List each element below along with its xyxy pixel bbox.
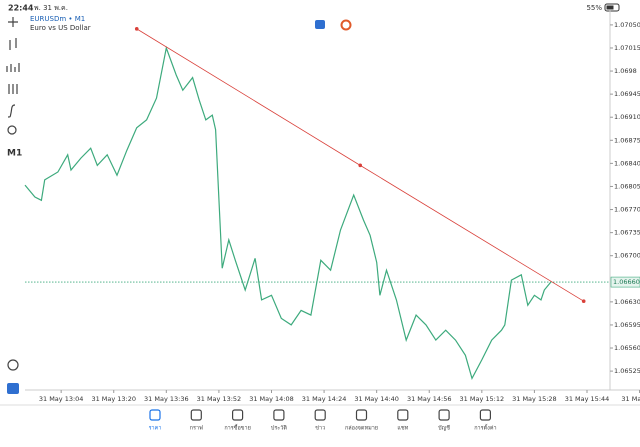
x-tick-label: 31 May 16: — [621, 395, 640, 403]
y-tick-label: 1.06805 — [614, 182, 640, 190]
y-tick-label: 1.06525 — [614, 367, 640, 375]
indicators-icon[interactable] — [6, 63, 20, 72]
chart-icon-2[interactable] — [340, 19, 352, 31]
nav-label[interactable]: บัญชี — [438, 425, 450, 432]
nav-label[interactable]: ราคา — [149, 426, 162, 432]
nav-label[interactable]: แชท — [397, 425, 408, 432]
x-tick-label: 31 May 14:08 — [249, 395, 294, 403]
x-tick-label: 31 May 15:12 — [460, 395, 505, 403]
x-tick-label: 31 May 13:20 — [91, 395, 136, 403]
y-tick-label: 1.06875 — [614, 136, 640, 144]
nav-label[interactable]: การตั้งค่า — [474, 424, 496, 432]
x-tick-label: 31 May 13:52 — [197, 395, 242, 403]
battery-icon — [604, 3, 620, 12]
nav-icon[interactable] — [397, 409, 409, 421]
nav-icon[interactable] — [438, 409, 450, 421]
x-tick-label: 31 May 15:44 — [565, 395, 610, 403]
y-tick-label: 1.06560 — [614, 344, 640, 352]
app-icon[interactable] — [7, 383, 19, 394]
nav-label[interactable]: กราฟ — [190, 425, 203, 432]
timeframe[interactable]: M1 — [7, 149, 22, 159]
y-tick-label: 1.07050 — [614, 21, 640, 29]
nav-icon[interactable] — [232, 409, 244, 421]
status-battery: 55% — [586, 4, 602, 12]
nav-label[interactable]: ข่าว — [315, 426, 325, 432]
current-price-box — [610, 276, 640, 288]
nav-icon[interactable] — [479, 409, 491, 421]
nav-icon[interactable] — [355, 409, 368, 421]
nav-icon[interactable] — [314, 409, 326, 421]
x-tick-label: 31 May 14:40 — [354, 395, 399, 403]
x-tick-label: 31 May 14:56 — [407, 395, 452, 403]
speed-icon[interactable] — [7, 359, 19, 371]
trend-point — [358, 163, 363, 168]
price-line — [24, 45, 552, 380]
y-tick-label: 1.06770 — [614, 206, 640, 214]
y-tick-label: 1.06945 — [614, 90, 640, 98]
nav-label[interactable]: ประวัติ — [271, 425, 287, 432]
settings-lines-icon[interactable] — [8, 84, 18, 94]
x-tick-label: 31 May 14:24 — [302, 395, 347, 403]
x-tick-label: 31 May 13:04 — [39, 395, 84, 403]
trend-point — [134, 27, 139, 31]
symbol-description: Euro vs US Dollar — [30, 24, 91, 32]
nav-icon[interactable] — [273, 409, 285, 421]
current-price-label: 1.06660 — [613, 278, 640, 286]
nav-icon[interactable] — [190, 409, 202, 421]
status-date: พ. 31 พ.ค. — [34, 4, 68, 12]
crosshair-icon[interactable] — [8, 17, 18, 27]
objects-icon[interactable] — [7, 125, 17, 135]
x-tick-label: 31 May 13:36 — [144, 395, 189, 403]
trend-point — [581, 299, 586, 304]
function-icon[interactable] — [7, 104, 16, 118]
chart-icon-1[interactable] — [315, 20, 325, 29]
y-tick-label: 1.06910 — [614, 113, 640, 121]
nav-label[interactable]: กล่องจดหมาย — [345, 426, 378, 432]
y-tick-label: 1.07015 — [614, 44, 640, 52]
nav-icon[interactable] — [149, 409, 161, 421]
y-tick-label: 1.06700 — [614, 252, 640, 260]
y-tick-label: 1.06595 — [614, 321, 640, 329]
x-tick-label: 31 May 15:28 — [512, 395, 557, 403]
plot: 1.07050 1.07015 1.0698 1.06945 1.06910 1.0687… — [24, 10, 640, 403]
left-toolbar: M1 — [6, 17, 22, 394]
symbol-name[interactable]: EURUSDm • M1 — [30, 15, 85, 23]
y-tick-label: 1.0698 — [614, 67, 637, 75]
candles-icon[interactable] — [9, 38, 17, 50]
bottom-nav: ราคา กราฟ การซื้อขาย ประวัติ ข่าว กล่องจดหมาย… — [149, 409, 497, 432]
y-tick-label: 1.06735 — [614, 229, 640, 237]
nav-label[interactable]: การซื้อขาย — [224, 424, 250, 432]
battery-level — [606, 5, 614, 10]
status-time: 22:44 — [8, 4, 34, 13]
y-tick-label: 1.06840 — [614, 159, 640, 167]
y-tick-label: 1.06630 — [614, 298, 640, 306]
